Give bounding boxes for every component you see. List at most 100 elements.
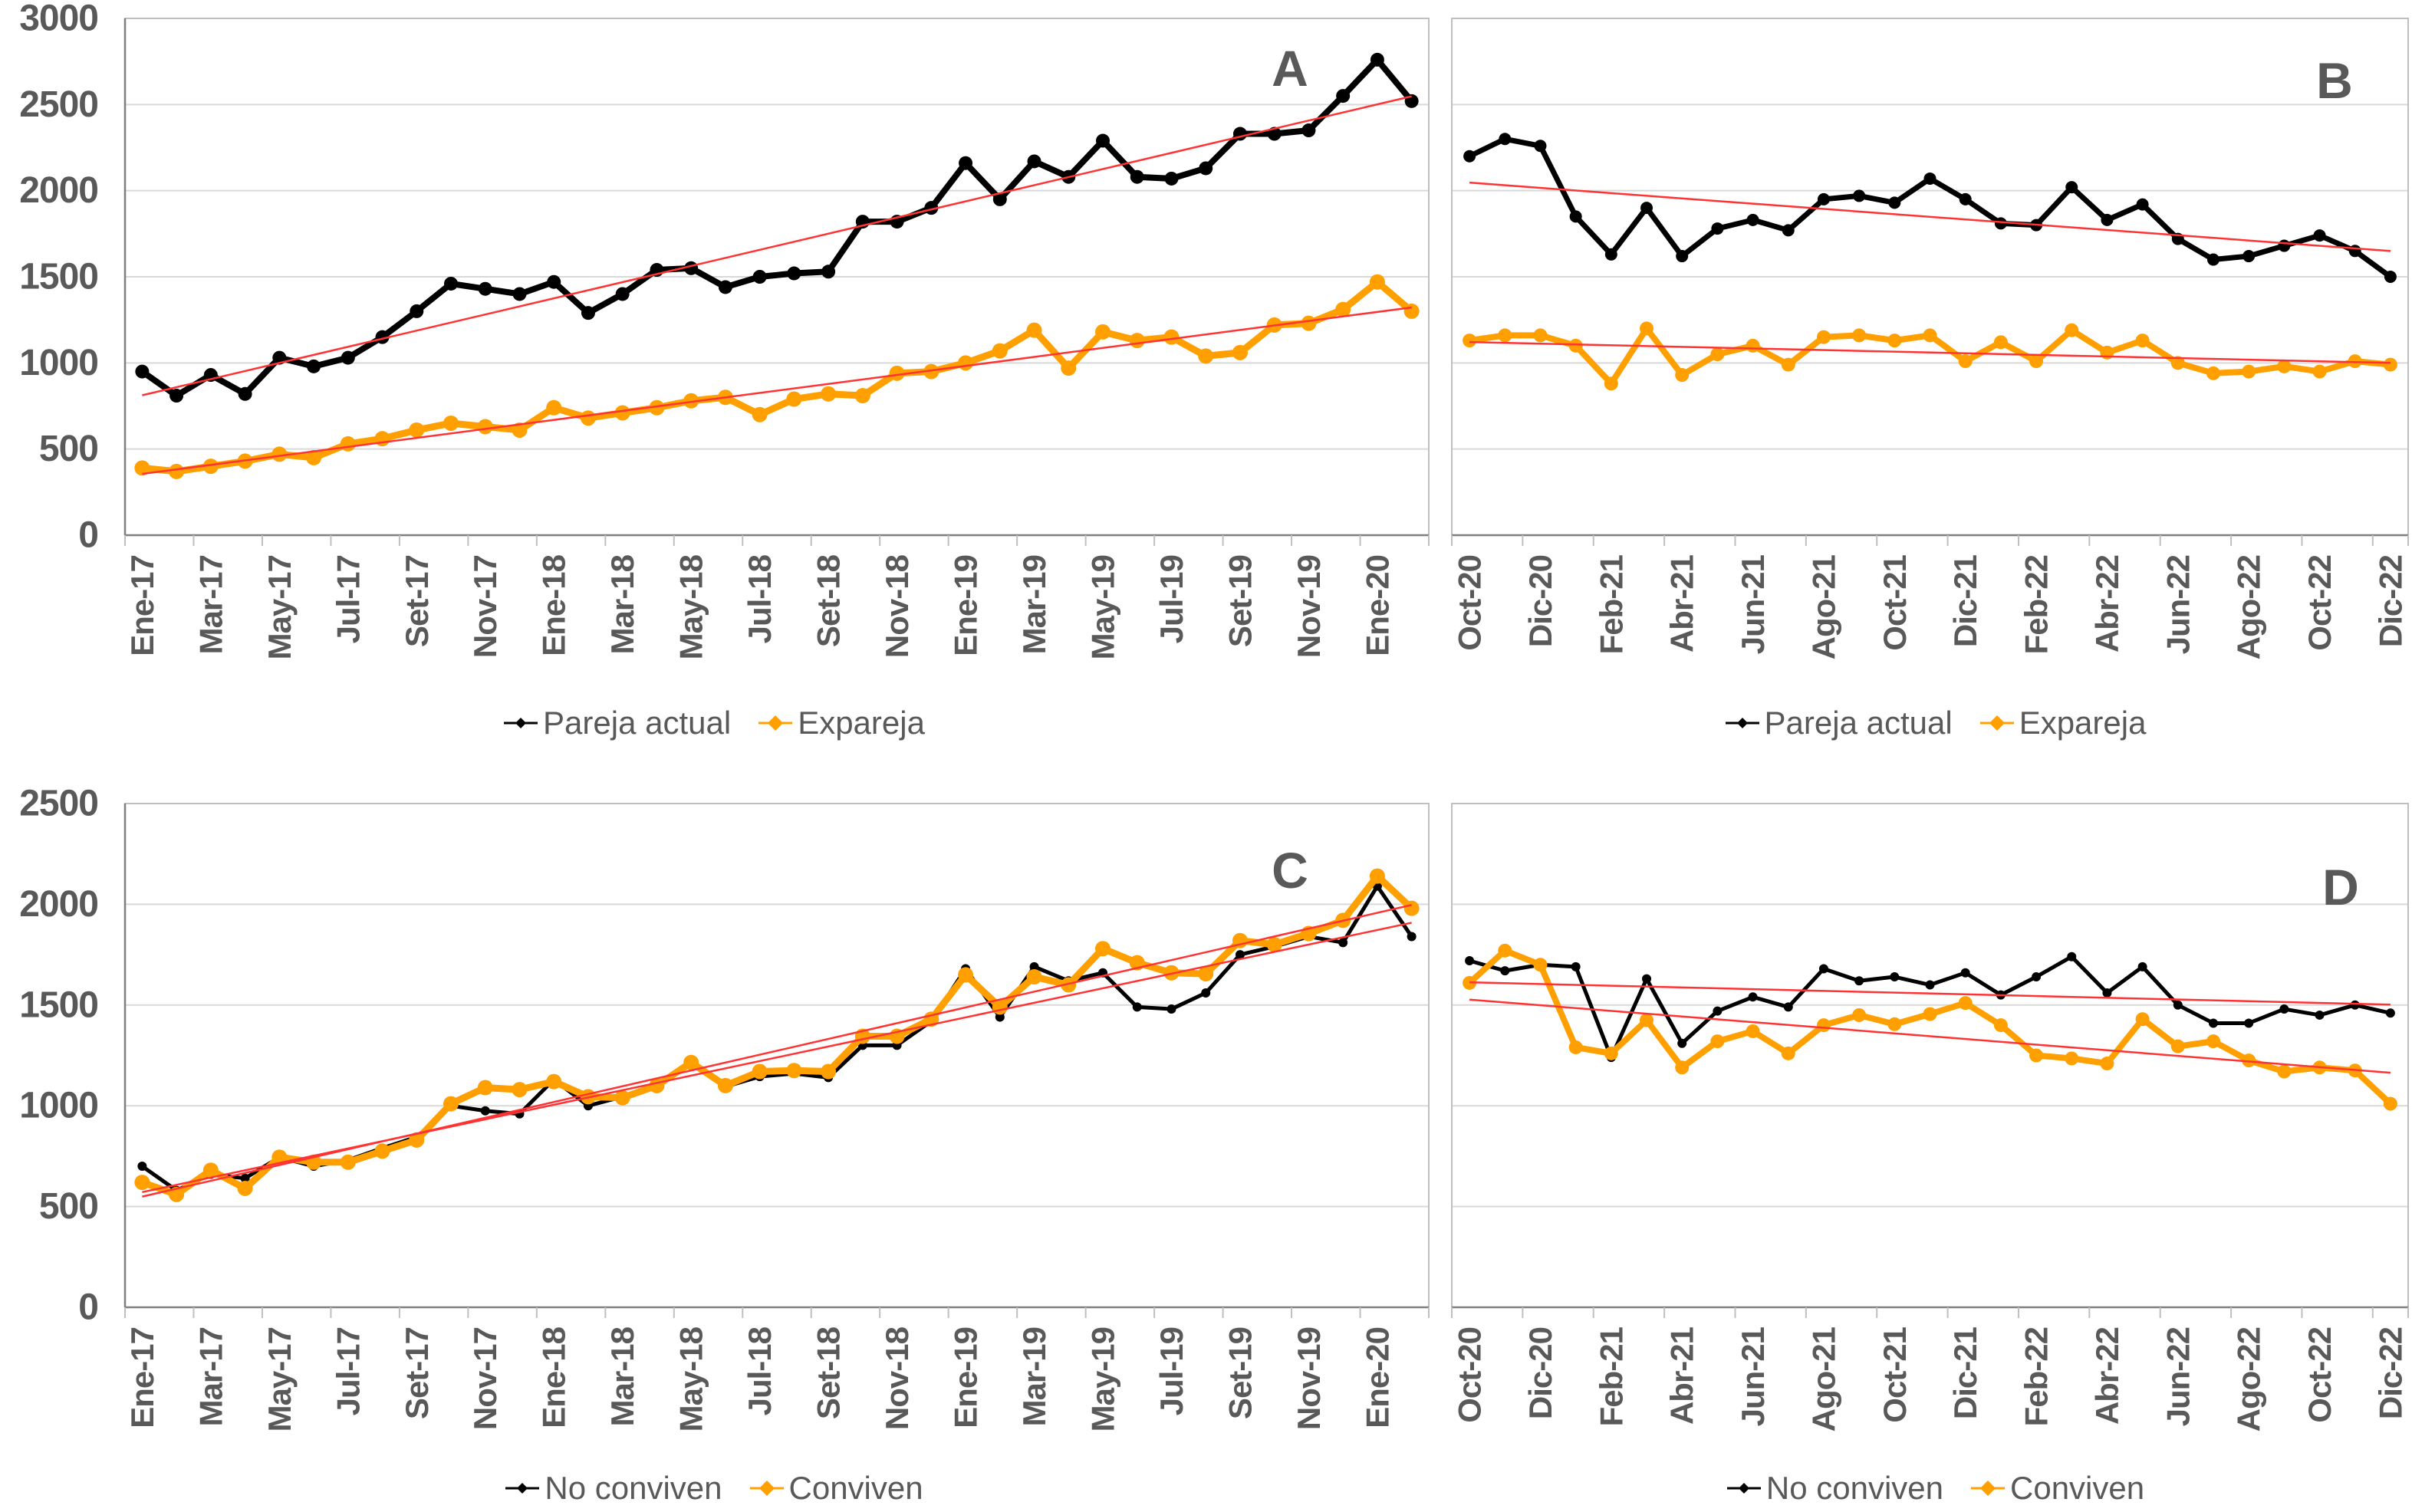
x-tick-label: Jul-19 (1153, 1327, 1190, 1415)
data-point (1675, 1060, 1690, 1075)
x-tick-label: Feb-22 (2019, 1327, 2055, 1426)
data-point (580, 410, 596, 426)
data-point (477, 419, 493, 435)
x-tick-label: Oct-22 (2302, 555, 2338, 651)
data-point (1370, 52, 1384, 67)
data-point (2208, 1018, 2218, 1028)
trendline-expareja (142, 306, 1412, 475)
data-point (1198, 966, 1214, 982)
data-point (134, 460, 150, 476)
data-point (374, 1143, 390, 1159)
x-tick-label: Ago-22 (2231, 1327, 2267, 1431)
x-tick-label: Mar-18 (604, 1326, 640, 1426)
y-tick-label: 500 (39, 1186, 98, 1227)
data-point (1301, 315, 1317, 331)
data-point (443, 1096, 459, 1112)
data-point (787, 266, 801, 281)
x-tick-label: Dic-20 (1522, 1327, 1558, 1419)
data-point (1923, 172, 1936, 185)
y-tick-label: 1000 (19, 343, 98, 383)
data-point (2242, 1053, 2256, 1068)
x-tick-label: Ene-17 (124, 555, 160, 656)
x-tick-label: May-19 (1085, 555, 1121, 659)
data-point (1781, 1046, 1795, 1060)
data-point (1533, 328, 1548, 343)
y-tick-label: 3000 (19, 0, 98, 39)
data-point (1994, 217, 2007, 230)
x-tick-label: Ene-18 (536, 1326, 572, 1428)
data-point (1235, 950, 1245, 960)
data-point (2173, 1000, 2183, 1010)
x-tick-label: Ago-22 (2231, 555, 2267, 659)
y-axis-labels: 0 500 1000 1500 2000 2500 3000 (19, 0, 99, 556)
panel-letter-b: B (2316, 52, 2353, 109)
data-point (546, 399, 562, 416)
legend-marker-icon (1726, 1483, 1761, 1494)
data-point (581, 306, 595, 320)
data-point (1604, 1046, 1618, 1060)
plot-area (1452, 804, 2408, 1307)
data-point (821, 265, 836, 279)
x-tick-label: Feb-21 (1593, 554, 1629, 654)
legend-marker-icon (758, 715, 793, 731)
data-point (1925, 980, 1935, 990)
data-point (752, 270, 767, 284)
data-point (1198, 348, 1214, 364)
x-tick-label: Jul-17 (330, 1327, 366, 1415)
x-axis-ticks (124, 1307, 1430, 1318)
data-point (306, 449, 322, 465)
data-point (307, 359, 321, 373)
trendline-pareja-actual (142, 95, 1412, 396)
x-tick-label: Jul-17 (330, 555, 366, 643)
data-point (2135, 1012, 2150, 1027)
trendline-pareja-actual (1469, 181, 2391, 252)
data-point (1571, 961, 1581, 971)
y-tick-label: 2500 (19, 784, 98, 824)
data-point (1852, 328, 1867, 343)
legend-marker-icon (1979, 715, 2014, 731)
data-point (169, 389, 184, 403)
x-tick-label: Oct-20 (1452, 555, 1488, 651)
data-point (2170, 356, 2185, 370)
legend-label: No conviven (1765, 1470, 1943, 1506)
data-point (1818, 964, 1828, 974)
data-point (341, 350, 355, 365)
data-point (1199, 161, 1213, 176)
data-point (992, 192, 1007, 206)
data-point (1783, 1002, 1793, 1012)
data-point (1338, 938, 1348, 948)
data-point (409, 422, 425, 438)
x-tick-label: Ene-18 (536, 554, 572, 656)
data-point (615, 287, 630, 301)
legend-panel-b: Pareja actual Expareja (1436, 707, 2435, 739)
data-point (1887, 1017, 1902, 1031)
data-point (1132, 1002, 1142, 1012)
data-point (137, 1162, 147, 1172)
data-point (1604, 376, 1618, 391)
x-tick-label: Abr-21 (1664, 554, 1700, 652)
x-tick-label: Nov-19 (1291, 555, 1327, 658)
y-axis-labels: 0 500 1000 1500 2000 2500 (19, 784, 99, 1328)
data-point (1960, 968, 1970, 978)
data-point (2384, 271, 2397, 283)
data-point (1853, 189, 1866, 202)
data-point (1407, 932, 1417, 942)
data-point (1164, 171, 1179, 186)
data-point (480, 1106, 490, 1116)
data-point (1748, 992, 1758, 1002)
data-point (477, 1080, 493, 1096)
data-point (1029, 961, 1039, 971)
data-point (1465, 955, 1475, 965)
x-tick-label: Abr-21 (1664, 1326, 1700, 1425)
data-point (2206, 1034, 2220, 1049)
panel-d: Oct-20 Dic-20 Feb-21 Abr-21 Jun-21 Ago-21 Oct-… (1451, 803, 2409, 1431)
data-point (1129, 333, 1145, 349)
legend-item-expareja: Expareja (758, 707, 925, 739)
legend-marker-icon (1725, 718, 1759, 728)
data-point (410, 304, 424, 318)
data-point (1746, 1024, 1760, 1038)
data-point (1336, 89, 1351, 104)
data-point (1676, 250, 1689, 263)
data-point (1746, 213, 1759, 226)
